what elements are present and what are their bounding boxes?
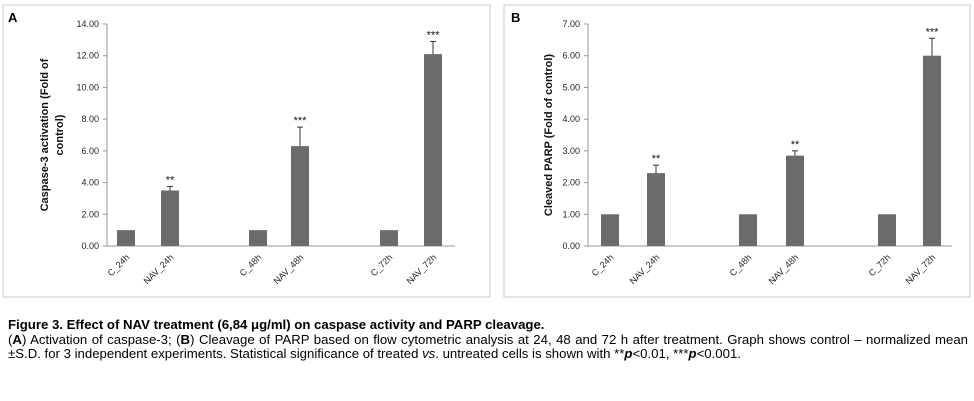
bar-C_48h	[249, 230, 267, 246]
caption-label-a: A	[12, 331, 22, 347]
y-axis-label-a: Caspase-3 activation (Fold of	[39, 58, 51, 211]
bar-C_48h	[739, 214, 757, 246]
panel-label-b: B	[511, 10, 520, 25]
y-tick-label-a: 10.00	[76, 82, 99, 92]
caption-paren-a-close: )	[21, 331, 27, 347]
y-tick-label-a: 12.00	[76, 51, 99, 61]
figure-caption: Figure 3. Effect of NAV treatment (6,84 …	[8, 317, 968, 362]
category-label-NAV_72h: NAV_72h	[405, 252, 439, 286]
bar-NAV_72h	[424, 54, 442, 246]
bar-C_24h	[117, 230, 135, 246]
category-label-NAV_72h: NAV_72h	[904, 252, 938, 286]
caption-p-value-1: p	[624, 346, 633, 361]
y-axis-label-b: Cleaved PARP (Fold of control)	[543, 54, 555, 216]
significance-label-NAV_72h: ***	[926, 26, 940, 38]
significance-label-NAV_72h: ***	[427, 29, 441, 41]
significance-label-NAV_48h: **	[791, 139, 800, 151]
caption-paren-b-open: (	[176, 331, 181, 347]
y-tick-label-b: 5.00	[562, 82, 580, 92]
y-tick-label-a: 8.00	[81, 114, 99, 124]
category-label-C_24h: C_24h	[590, 252, 616, 278]
caption-part-e: <0.001.	[696, 346, 741, 361]
category-label-C_48h: C_48h	[728, 252, 754, 278]
bar-NAV_72h	[923, 55, 941, 246]
category-label-NAV_48h: NAV_48h	[767, 252, 801, 286]
caption-paren-b-close: )	[190, 331, 195, 347]
y-tick-label-b: 2.00	[562, 178, 580, 188]
category-label-C_72h: C_72h	[867, 252, 893, 278]
caption-paren-a-open: (	[8, 331, 13, 347]
caption-vs: vs	[422, 346, 436, 361]
caption-part-c: . untreated cells is shown with **	[435, 346, 625, 361]
chart-panel-b: B 0.00 1.00 2.00 3.00 4.00 5.00 6.00 7.00 Cleave…	[503, 4, 971, 298]
y-axis-label-a: control)	[54, 114, 66, 155]
chart-b-frame	[503, 4, 971, 298]
bar-NAV_48h	[291, 146, 309, 246]
caption-part-a: Activation of caspase-3;	[26, 331, 177, 347]
y-tick-label-a: 2.00	[81, 209, 99, 219]
category-label-C_24h: C_24h	[106, 252, 132, 278]
caption-p-value-2: p	[688, 346, 697, 361]
category-label-NAV_24h: NAV_24h	[142, 252, 176, 286]
caption-part-d: <0.01, ***	[632, 346, 689, 361]
bar-C_24h	[601, 214, 619, 246]
y-tick-label-a: 14.00	[76, 19, 99, 29]
figure-charts: A 0.00 2.00 4.00 6.00 8.00 10.00 12.00 14.00 Cas…	[2, 4, 971, 298]
category-label-C_72h: C_72h	[369, 252, 395, 278]
y-tick-label-b: 1.00	[562, 209, 580, 219]
significance-label-NAV_48h: ***	[294, 115, 308, 127]
bar-NAV_48h	[786, 155, 804, 246]
y-tick-label-a: 0.00	[81, 241, 99, 251]
bar-NAV_24h	[647, 173, 665, 246]
category-label-NAV_24h: NAV_24h	[628, 252, 662, 286]
chart-a-frame	[2, 4, 491, 298]
bar-NAV_24h	[161, 190, 179, 246]
category-label-C_48h: C_48h	[238, 252, 264, 278]
y-tick-label-b: 6.00	[562, 51, 580, 61]
y-tick-label-b: 4.00	[562, 114, 580, 124]
caption-title: Figure 3. Effect of NAV treatment (6,84 …	[8, 317, 545, 332]
bar-C_72h	[380, 230, 398, 246]
y-tick-label-b: 3.00	[562, 146, 580, 156]
caption-part-b: Cleavage of PARP based on flow cytometri…	[8, 331, 968, 361]
y-tick-label-a: 6.00	[81, 146, 99, 156]
y-tick-label-a: 4.00	[81, 178, 99, 188]
caption-label-b: B	[180, 331, 191, 347]
chart-panel-a: A 0.00 2.00 4.00 6.00 8.00 10.00 12.00 14.00 Cas…	[2, 4, 491, 298]
category-label-NAV_48h: NAV_48h	[272, 252, 306, 286]
y-tick-label-b: 7.00	[562, 19, 580, 29]
bar-C_72h	[878, 214, 896, 246]
significance-label-NAV_24h: **	[166, 175, 175, 187]
significance-label-NAV_24h: **	[652, 153, 661, 165]
panel-label-a: A	[8, 10, 18, 25]
y-tick-label-b: 0.00	[562, 241, 580, 251]
